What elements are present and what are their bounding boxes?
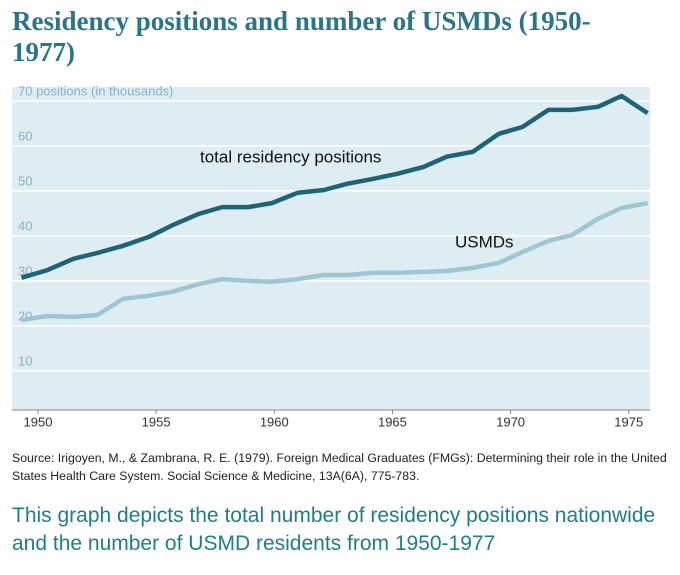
- series-line: [20, 93, 649, 280]
- source-note: Source: Irigoyen, M., & Zambrana, R. E. …: [12, 451, 667, 483]
- x-tick-label: 1960: [260, 414, 289, 429]
- x-tick-label: 1955: [142, 414, 171, 429]
- annotation: USMDs: [455, 232, 514, 251]
- chart-title: Residency positions and number of USMDs …: [12, 6, 591, 67]
- x-tick-label: 1970: [496, 414, 525, 429]
- y-tick-label: 50: [18, 173, 32, 188]
- series-line: [21, 200, 649, 323]
- y-tick-label: 70 positions (in thousands): [18, 83, 173, 98]
- y-tick-label: 40: [18, 218, 32, 233]
- x-tick-label: 1965: [378, 414, 407, 429]
- y-tick-label: 60: [18, 128, 32, 143]
- x-tick-label: 1950: [24, 414, 53, 429]
- caption: This graph depicts the total number of r…: [12, 504, 656, 555]
- annotation: total residency positions: [200, 147, 381, 166]
- x-tick-label: 1975: [614, 414, 643, 429]
- y-tick-label: 10: [18, 353, 32, 368]
